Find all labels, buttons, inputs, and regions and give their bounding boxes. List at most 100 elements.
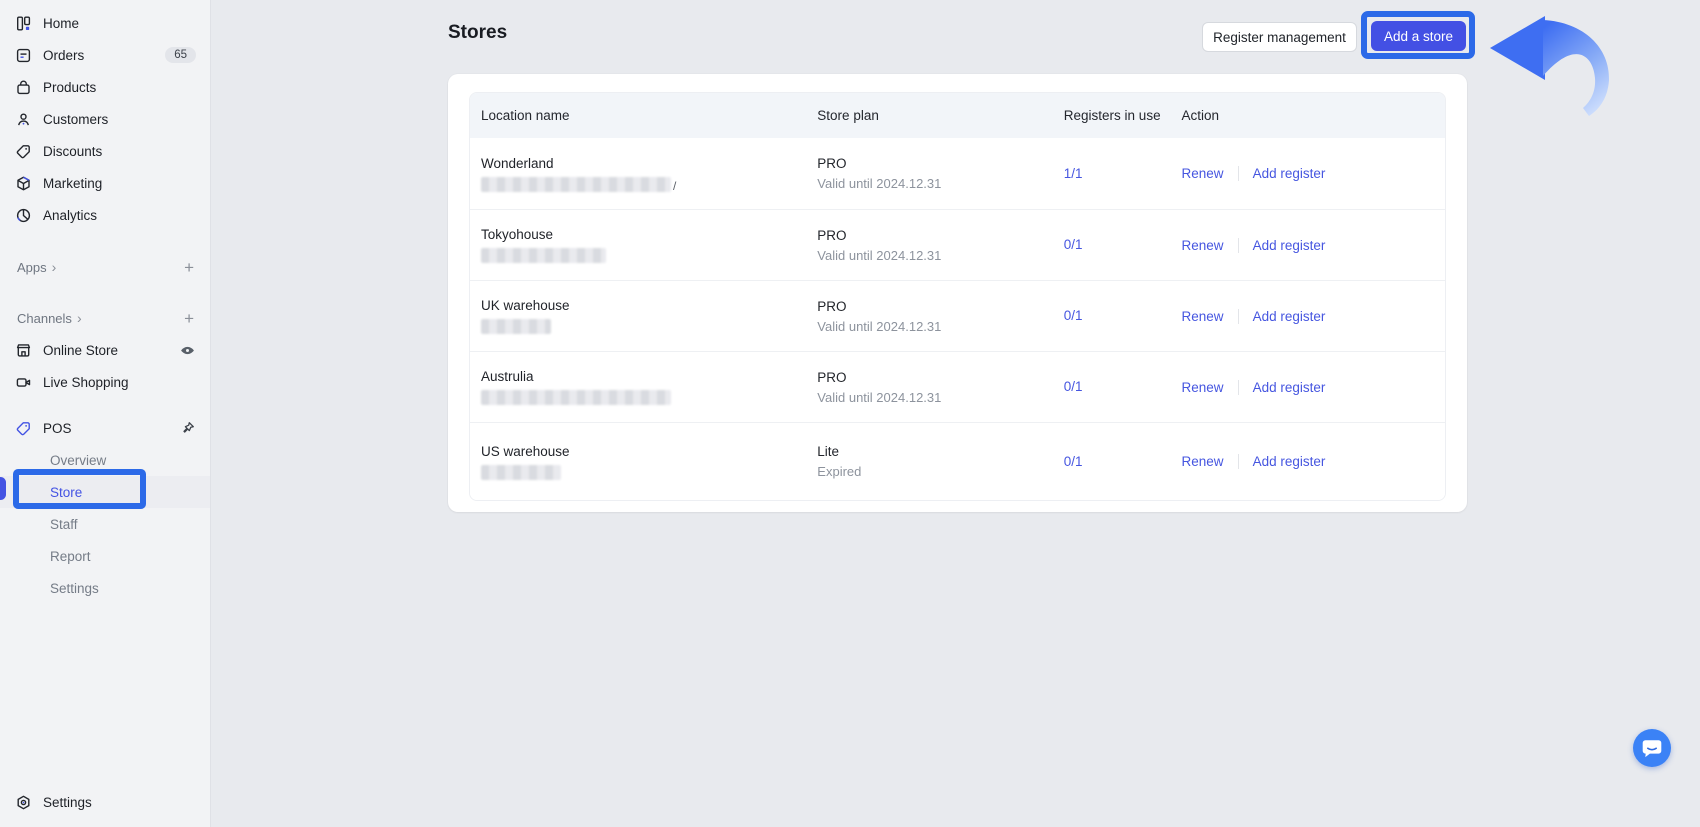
sidebar-item-settings[interactable]: Settings [0,786,210,818]
add-register-link[interactable]: Add register [1252,237,1326,253]
main-content: Stores Register management Add a store L… [448,0,1475,827]
sidebar-item-online-store[interactable]: Online Store [0,334,210,366]
sidebar-item-label: Discounts [43,143,103,159]
sidebar-item-label: Live Shopping [43,374,129,390]
sidebar-item-label: Products [43,79,97,95]
active-indicator [0,477,6,500]
address-suffix: / [673,178,677,193]
registers-in-use-value: 0/1 [1063,237,1083,252]
add-channel-button[interactable]: + [184,308,194,328]
plan-status: Valid until 2024.12.31 [817,176,942,191]
sidebar-item-label: Customers [43,111,109,127]
sidebar-item-pos-settings[interactable]: Settings [0,572,210,604]
sidebar-item-orders[interactable]: Orders 65 [0,39,210,71]
renew-link[interactable]: Renew [1181,308,1224,324]
page-title: Stores [448,22,508,43]
store-address-redacted [481,248,817,263]
pos-tag-icon [16,421,30,435]
store-address-redacted: / [481,176,817,193]
sidebar-item-customers[interactable]: Customers [0,103,210,135]
redacted-block [481,464,561,480]
table-row: UK warehouse PRO Valid until 2024.12.31 … [470,280,1445,351]
analytics-icon [16,208,31,222]
redacted-block [481,390,671,405]
sidebar-item-marketing[interactable]: Marketing [0,167,210,199]
plan-status: Valid until 2024.12.31 [817,389,942,405]
eye-icon[interactable] [179,342,196,359]
renew-link[interactable]: Renew [1181,379,1224,395]
register-management-button[interactable]: Register management [1202,22,1357,52]
table-row: Austrulia PRO Valid until 2024.12.31 0/1… [470,351,1445,422]
sidebar-item-pos-staff[interactable]: Staff [0,508,210,540]
registers-in-use-value: 1/1 [1063,165,1083,181]
action-divider [1237,379,1239,395]
renew-link[interactable]: Renew [1181,166,1224,181]
stores-table: Location name Store plan Registers in us… [469,92,1446,501]
discounts-icon [16,144,30,158]
sidebar-item-pos-store[interactable]: Store [0,476,210,508]
sidebar-item-analytics[interactable]: Analytics [0,199,210,231]
sidebar-item-pos[interactable]: POS [0,412,210,444]
chat-button[interactable] [1633,729,1671,767]
store-plan: PRO [817,298,847,314]
gear-icon [17,795,30,809]
sub-item-label: Overview [50,452,107,468]
sidebar-item-label: Online Store [43,342,119,358]
registers-in-use-value: 0/1 [1063,379,1083,394]
plan-status: Valid until 2024.12.31 [817,247,942,263]
add-register-link[interactable]: Add register [1252,454,1326,469]
plan-status: Valid until 2024.12.31 [817,318,942,334]
column-header-store-plan: Store plan [817,108,879,123]
storefront-icon [16,343,31,357]
products-icon [17,80,30,94]
store-name: Austrulia [481,369,534,384]
sidebar-item-home[interactable]: Home [0,7,210,39]
store-plan: PRO [817,369,847,385]
redacted-block [481,248,606,263]
video-camera-icon [16,377,31,387]
marketing-icon [17,176,30,190]
orders-icon [16,48,31,62]
sidebar-item-discounts[interactable]: Discounts [0,135,210,167]
sidebar-item-label: Analytics [43,207,98,223]
sidebar-item-live-shopping[interactable]: Live Shopping [0,366,210,398]
store-plan: Lite [817,444,840,459]
column-header-registers-in-use: Registers in use [1063,108,1161,123]
sidebar-item-pos-overview[interactable]: Overview [0,444,210,476]
redacted-block [481,176,671,192]
store-plan: PRO [817,156,847,171]
add-register-link[interactable]: Add register [1252,166,1326,181]
home-icon [17,16,31,31]
stores-card: Location name Store plan Registers in us… [448,74,1467,512]
add-register-link[interactable]: Add register [1252,379,1326,395]
sidebar: Home Orders 65 Products Customers Discou… [0,0,211,827]
pin-icon[interactable] [179,420,196,437]
column-header-action: Action [1181,108,1220,123]
chevron-right-icon: › [76,310,82,326]
sidebar-item-label: Marketing [43,175,103,191]
redacted-block [481,319,551,334]
sidebar-section-channels[interactable]: Channels › + [0,302,210,334]
sidebar-item-label: Home [43,15,80,31]
chat-bubble-icon [1642,740,1662,758]
store-name: UK warehouse [481,298,570,313]
table-row: US warehouse Lite Expired 0/1 Renew Add … [470,422,1445,500]
add-register-link[interactable]: Add register [1252,308,1326,324]
renew-link[interactable]: Renew [1181,454,1224,469]
store-address-redacted [481,464,817,480]
sidebar-item-pos-report[interactable]: Report [0,540,210,572]
action-divider [1237,454,1239,469]
renew-link[interactable]: Renew [1181,237,1224,253]
customers-icon [18,112,29,125]
plan-status: Expired [817,464,862,479]
store-address-redacted [481,390,817,405]
sidebar-item-products[interactable]: Products [0,71,210,103]
sidebar-item-label: Orders [43,47,85,63]
sidebar-section-apps[interactable]: Apps › + [0,251,210,283]
sidebar-item-label: POS [43,420,72,436]
add-store-button[interactable]: Add a store [1371,21,1466,51]
table-row: Wonderland / PRO Valid until 2024.12.31 … [470,138,1445,209]
add-app-button[interactable]: + [184,257,194,277]
sidebar-item-label: Settings [43,794,92,810]
action-divider [1237,166,1239,181]
